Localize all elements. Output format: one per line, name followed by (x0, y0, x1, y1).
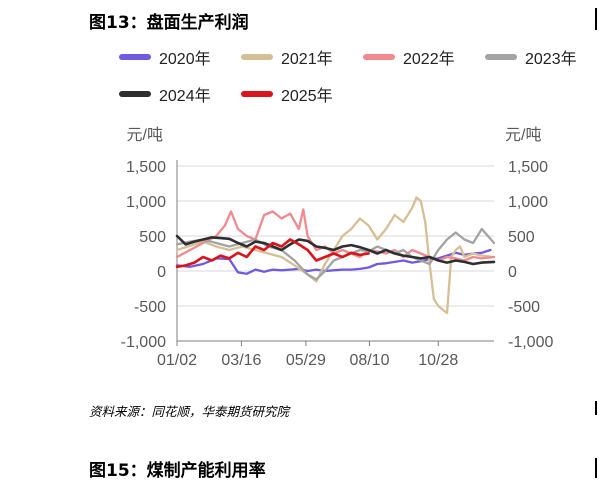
y-tick-label-right: 1,000 (508, 194, 548, 211)
legend-item-2024年: 2024年 (119, 82, 211, 106)
y-tick-label-left: 0 (157, 264, 166, 281)
y-tick-label-right: 1,500 (508, 159, 548, 176)
legend-label: 2021年 (281, 51, 333, 68)
figure-title: 图13：盘面生产利润 (89, 13, 249, 33)
legend-swatch (119, 54, 151, 60)
y-tick-label-right: -1,000 (508, 334, 553, 351)
legend-label: 2022年 (403, 51, 455, 68)
legend-swatch (241, 91, 273, 97)
series-line-2020年 (175, 248, 492, 275)
series-line-2021年 (175, 196, 496, 315)
chart-legend: 2020年 2021年 2022年 2023年 2024年 2025年 (0, 0, 599, 110)
right-edge-bar-2 (595, 401, 597, 415)
series-line-2024年 (175, 234, 496, 266)
y-tick-label-left: 500 (139, 229, 166, 246)
series-line-2025年 (175, 238, 370, 269)
legend-label: 2024年 (159, 88, 211, 105)
series-line-2023年 (175, 227, 496, 281)
line-chart: 01/02 03/16 05/29 08/10 10/28 1,500 1,500 1,000… (121, 126, 554, 369)
x-tick-label: 01/02 (157, 352, 197, 369)
x-tick-label: 10/28 (418, 352, 458, 369)
legend-item-2022年: 2022年 (363, 45, 455, 69)
legend-swatch (363, 54, 395, 60)
legend-label: 2020年 (159, 51, 211, 68)
x-tick-label: 03/16 (221, 352, 261, 369)
y-tick-label-right: 0 (508, 264, 517, 281)
y-axis-label-left: 元/吨 (127, 126, 163, 144)
right-edge-bar (595, 8, 597, 30)
legend-swatch (485, 54, 517, 60)
legend-label: 2025年 (281, 88, 333, 105)
y-axis-label-right: 元/吨 (505, 126, 541, 144)
legend-item-2025年: 2025年 (241, 82, 333, 106)
source-note: 资料来源：同花顺，华泰期货研究院 (89, 404, 290, 419)
x-tick-label: 08/10 (349, 352, 389, 369)
legend-item-2023年: 2023年 (485, 45, 577, 69)
y-tick-label-right: -500 (508, 299, 540, 316)
legend-label: 2023年 (525, 51, 577, 68)
right-edge-bar-3 (595, 458, 597, 478)
y-tick-label-left: 1,500 (126, 159, 166, 176)
legend-item-2021年: 2021年 (241, 45, 333, 69)
y-tick-label-left: -1,000 (121, 334, 166, 351)
legend-swatch (119, 91, 151, 97)
next-figure-title: 图15：煤制产能利用率 (89, 461, 266, 481)
y-tick-label-left: -500 (134, 299, 166, 316)
y-tick-label-right: 500 (508, 229, 535, 246)
x-tick-label: 05/29 (286, 352, 326, 369)
y-tick-label-left: 1,000 (126, 194, 166, 211)
legend-item-2020年: 2020年 (119, 45, 211, 69)
legend-swatch (241, 54, 273, 60)
